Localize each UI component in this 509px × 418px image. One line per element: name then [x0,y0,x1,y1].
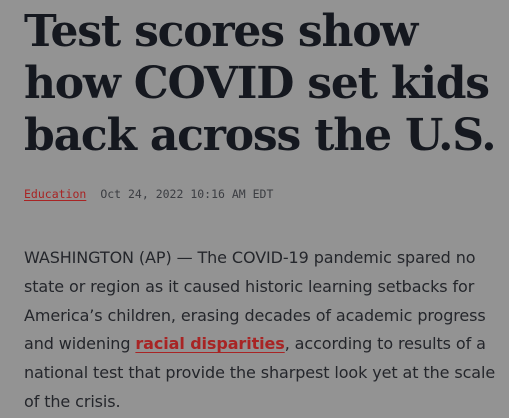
article-headline: Test scores show how COVID set kids back… [24,6,497,161]
category-link[interactable]: Education [24,187,87,201]
publish-timestamp: Oct 24, 2022 10:16 AM EDT [100,187,274,201]
lead-text-after-link: , according to results of a national tes… [24,334,496,411]
lead-text-before-link: WASHINGTON (AP) — The COVID-19 pandemic … [24,248,486,354]
racial-disparities-link[interactable]: racial disparities [135,334,285,354]
article-lead-paragraph: WASHINGTON (AP) — The COVID-19 pandemic … [24,244,497,417]
article-meta: Education Oct 24, 2022 10:16 AM EDT [24,186,497,202]
